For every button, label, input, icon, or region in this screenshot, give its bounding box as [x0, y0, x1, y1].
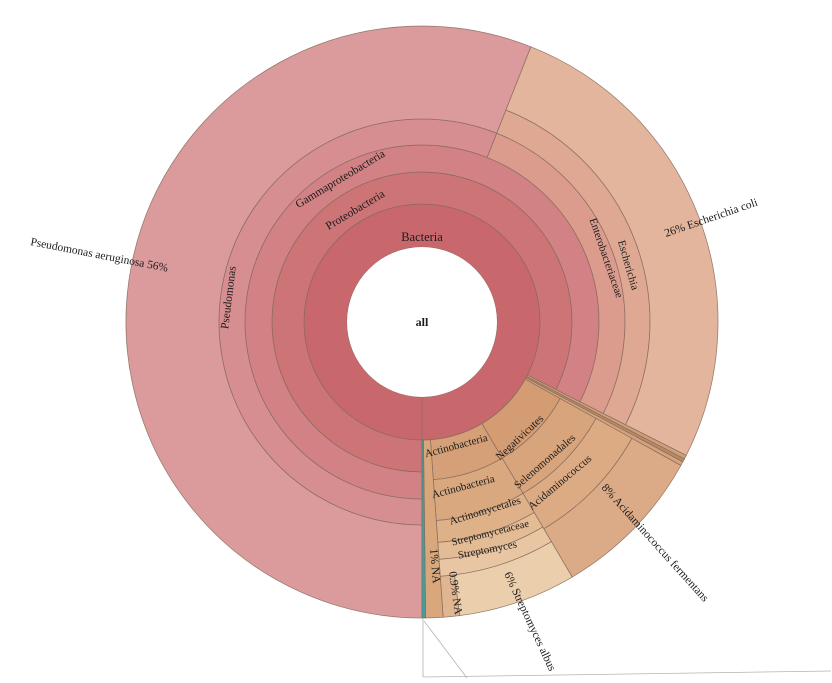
wedge-escherichia-coli[interactable]	[505, 46, 719, 456]
center-circle-all[interactable]	[347, 247, 497, 397]
wedge-minor-taxon-teal[interactable]	[421, 439, 426, 619]
label-all: all	[416, 315, 429, 329]
label-bacteria: Bacteria	[401, 230, 443, 244]
leader-line-diagonal	[423, 620, 468, 679]
leader-line-bottom	[422, 670, 832, 678]
label-na-1-pct: 1% NA	[427, 548, 442, 584]
wedge-pseudomonas-aeruginosa[interactable]	[125, 25, 532, 619]
